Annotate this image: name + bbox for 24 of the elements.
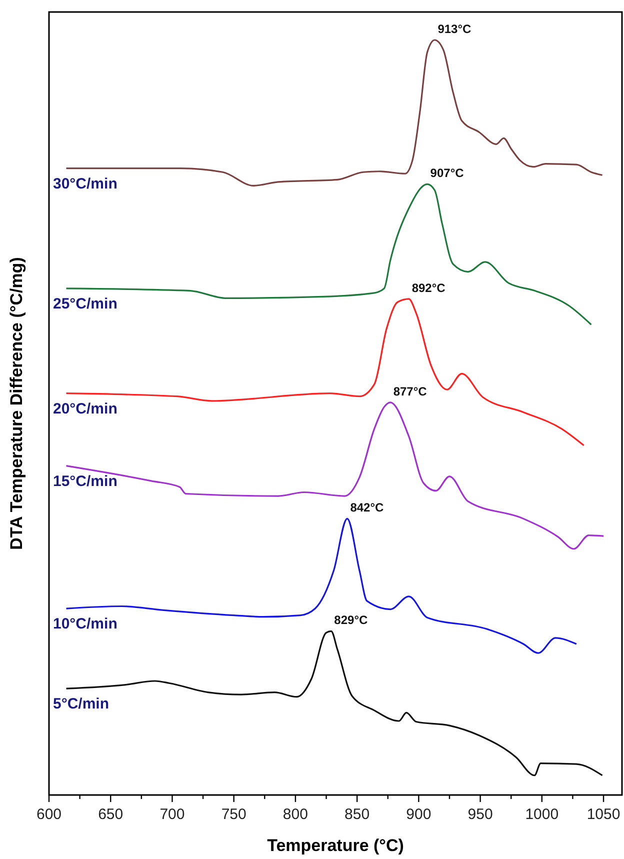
x-tick-label: 950 — [468, 806, 493, 823]
annotation: 892°C — [412, 280, 446, 295]
series-label: 5°C/min — [53, 696, 110, 713]
y-axis-title: DTA Temperature Difference (°C/mg) — [7, 257, 26, 550]
annotation: 877°C — [393, 384, 428, 398]
x-tick-label: 1050 — [586, 806, 620, 823]
x-tick-label: 750 — [221, 806, 246, 823]
series-label: 20°C/min — [53, 400, 118, 418]
annotation: 829°C — [334, 613, 368, 628]
annotation: 913°C — [438, 22, 472, 36]
x-tick-label: 800 — [282, 806, 308, 823]
x-axis-title: Temperature (°C) — [267, 836, 404, 855]
x-tick-label: 700 — [160, 806, 185, 823]
x-tick-label: 650 — [98, 806, 124, 823]
x-tick-label: 600 — [36, 806, 62, 823]
series-label: 30°C/min — [53, 175, 118, 192]
series-label: 10°C/min — [53, 616, 118, 633]
x-tick-label: 850 — [344, 806, 370, 823]
x-tick-label: 900 — [406, 806, 432, 823]
annotation: 907°C — [430, 166, 464, 180]
x-tick-label: 1000 — [525, 806, 559, 823]
series-label: 25°C/min — [53, 295, 118, 312]
annotation: 842°C — [350, 500, 384, 515]
series-label: 15°C/min — [53, 472, 118, 490]
